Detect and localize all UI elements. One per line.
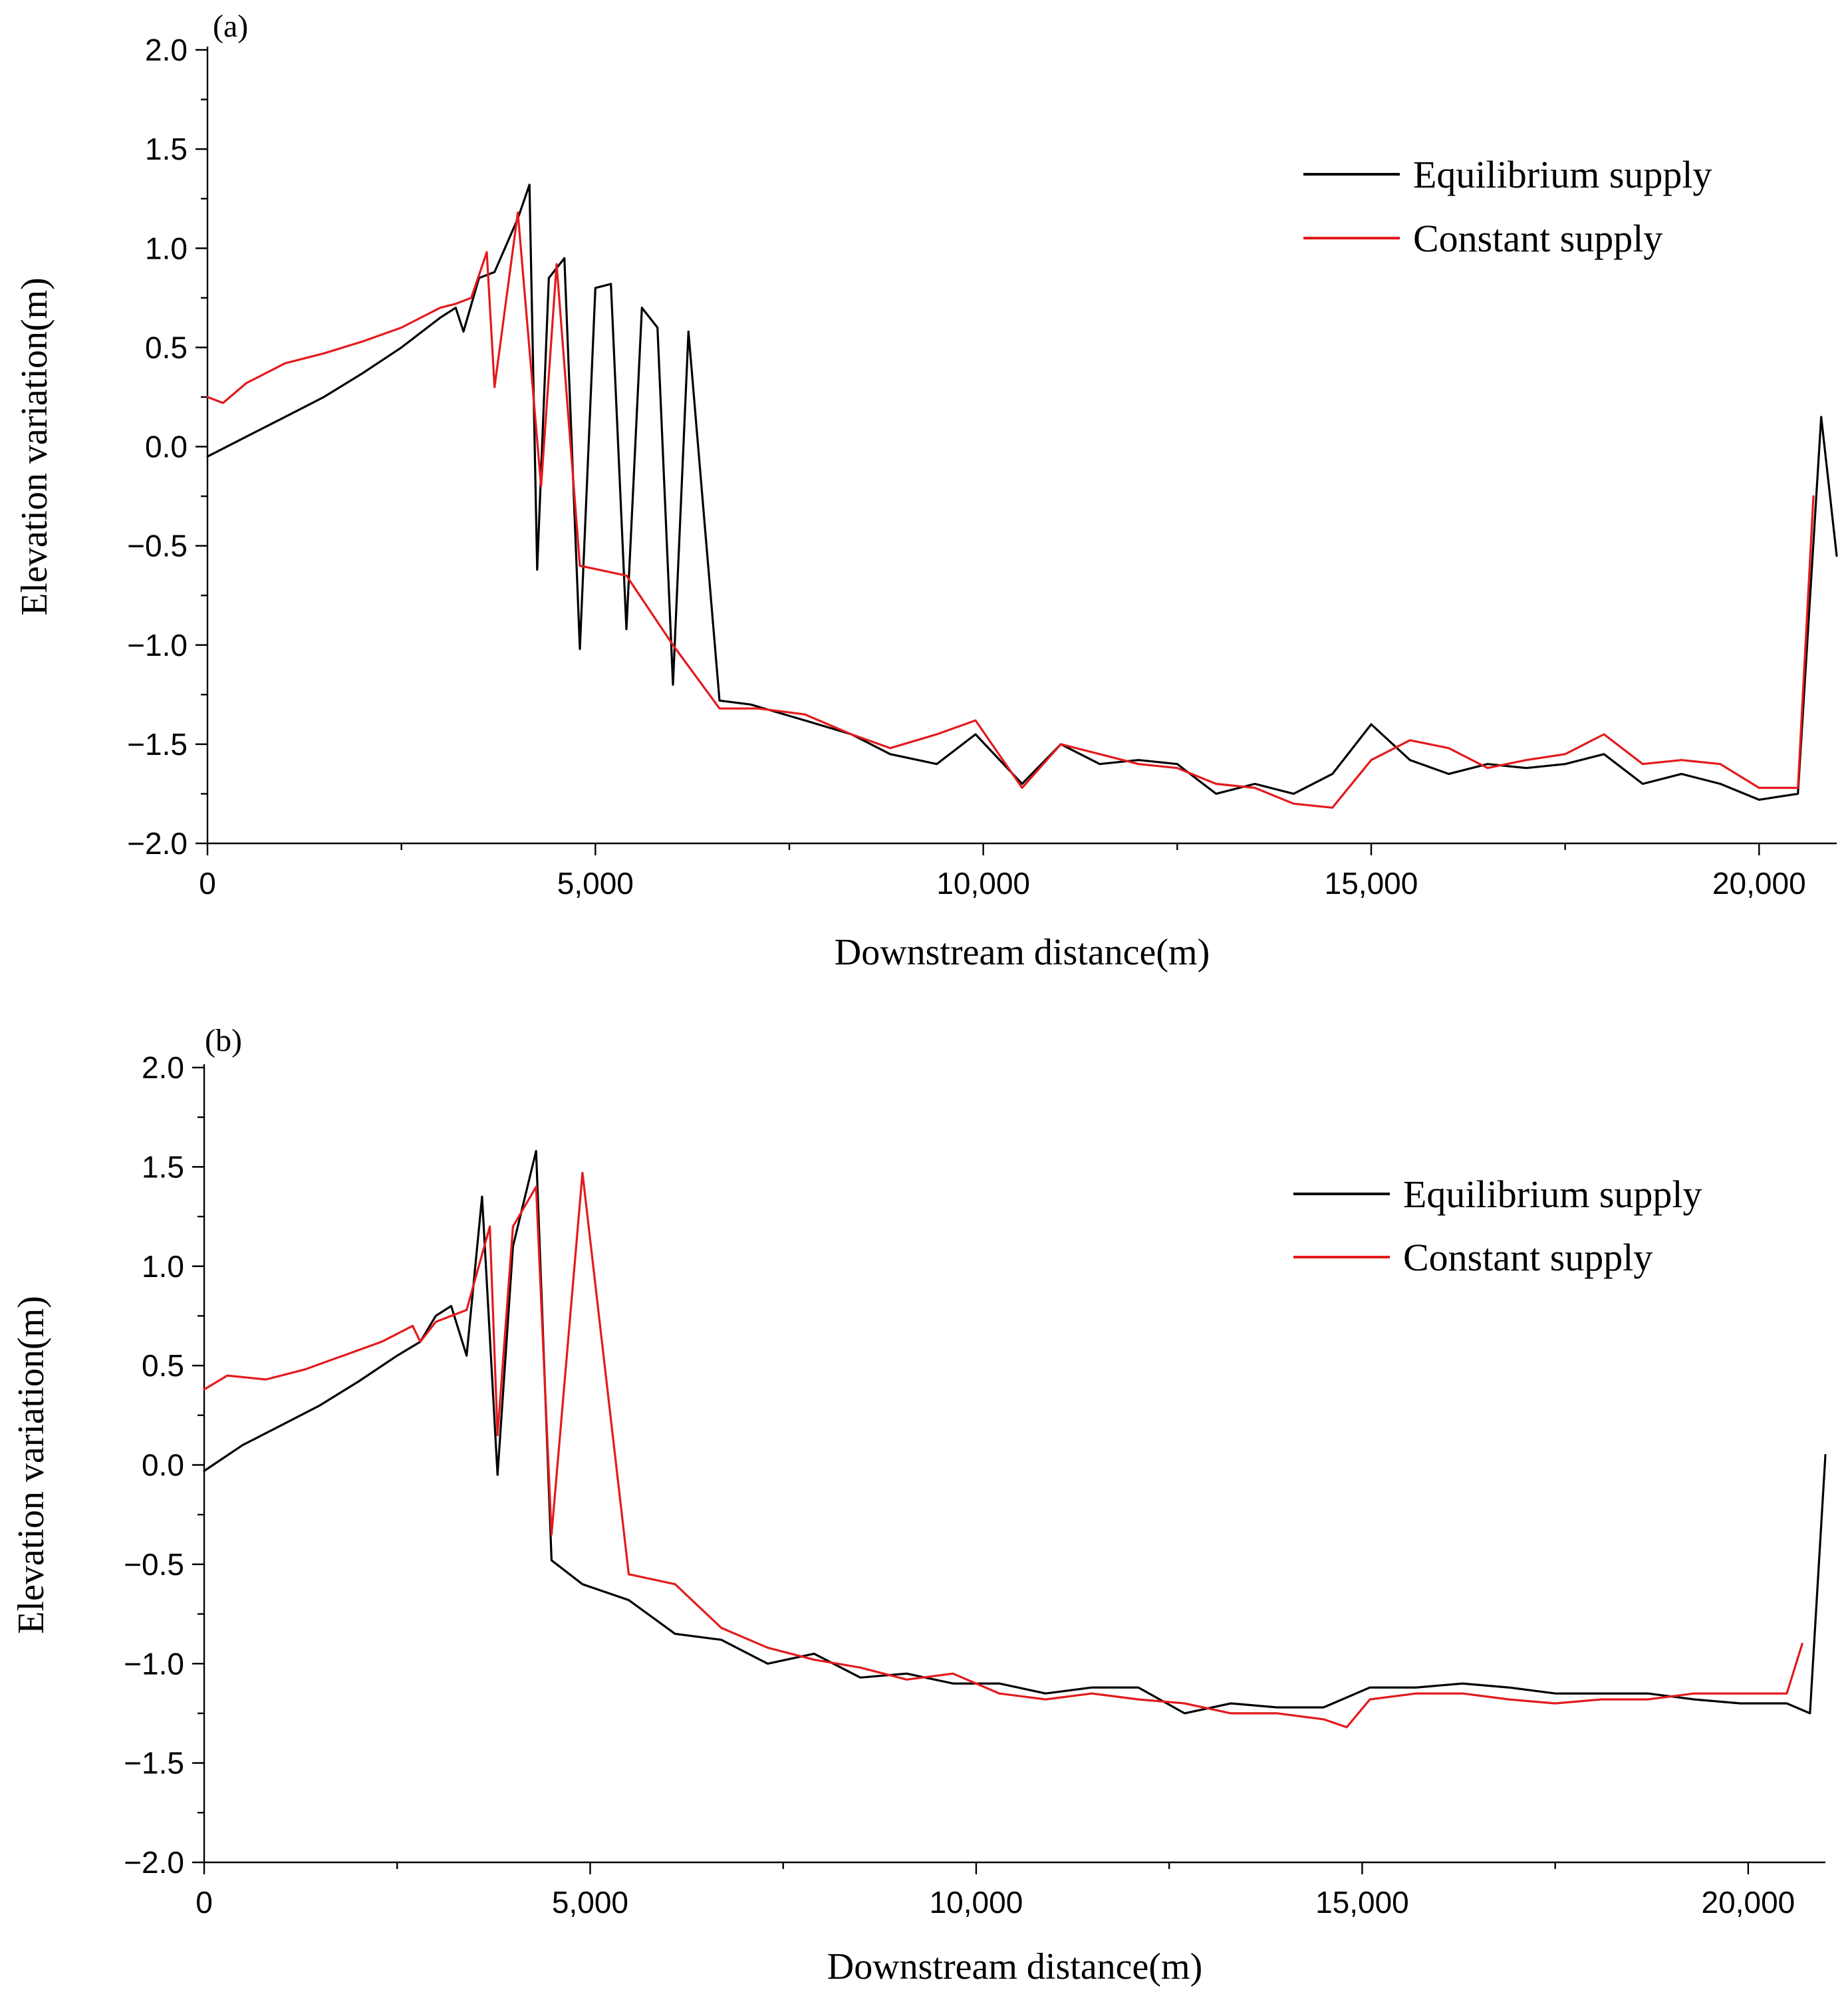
panel-label: (b)	[205, 1023, 242, 1058]
legend-label: Constant supply	[1403, 1236, 1652, 1279]
y-tick-label: 0.5	[142, 1348, 184, 1383]
x-axis-title: Downstream distance(m)	[835, 932, 1210, 973]
legend-label: Equilibrium supply	[1403, 1173, 1702, 1216]
x-tick-label: 10,000	[936, 866, 1030, 901]
y-tick-label: −1.0	[124, 1646, 184, 1681]
y-tick-label: 1.5	[142, 1149, 184, 1184]
y-tick-label: −1.0	[127, 628, 188, 662]
x-tick-label: 10,000	[930, 1885, 1023, 1920]
y-tick-label: −1.5	[124, 1746, 184, 1781]
y-tick-label: 2.0	[145, 33, 188, 67]
y-tick-label: −2.0	[124, 1845, 184, 1880]
legend: Equilibrium supply Constant supply	[1303, 153, 1712, 260]
panel-a: −2.0 −1.5 −1.0 −0.5 0.0 0.5 1.0 1.5 2.0 0 5,000 10,…	[14, 9, 1838, 973]
legend-label: Equilibrium supply	[1413, 153, 1712, 196]
legend: Equilibrium supply Constant supply	[1293, 1173, 1702, 1279]
x-tick-label: 15,000	[1325, 866, 1418, 901]
y-tick-label: −2.0	[127, 826, 188, 861]
x-tick-label: 5,000	[552, 1885, 628, 1920]
series-line-equilibrium-supply	[203, 1149, 1827, 1715]
x-tick-label: 20,000	[1702, 1885, 1795, 1920]
panel-b: −2.0 −1.5 −1.0 −0.5 0.0 0.5 1.0 1.5 2.0 0 5,000 10,…	[11, 1023, 1827, 1987]
x-tick-label: 5,000	[557, 866, 634, 901]
y-axis-title: Elevation variation(m)	[14, 277, 55, 615]
y-tick-label: 2.0	[142, 1050, 184, 1085]
y-tick-label: 1.0	[145, 231, 188, 265]
y-axis-title: Elevation variation(m)	[11, 1296, 52, 1634]
panel-label: (a)	[213, 9, 248, 44]
y-tick-label: 1.5	[145, 132, 188, 166]
x-tick-label: 15,000	[1315, 1885, 1409, 1920]
y-tick-label: −0.5	[124, 1547, 184, 1582]
series-line-constant-supply	[203, 1171, 1803, 1729]
y-tick-label: 0.0	[142, 1448, 184, 1483]
series-line-equilibrium-supply	[206, 184, 1838, 801]
y-tick-label: 0.5	[145, 330, 188, 364]
legend-label: Constant supply	[1413, 217, 1662, 260]
x-tick-label: 0	[199, 866, 216, 901]
x-tick-label: 20,000	[1712, 866, 1806, 901]
x-tick-label: 0	[196, 1885, 213, 1920]
series-line-constant-supply	[206, 212, 1815, 809]
y-tick-label: 0.0	[145, 430, 188, 464]
x-axis-title: Downstream distance(m)	[827, 1946, 1202, 1987]
y-tick-label: −0.5	[127, 529, 188, 563]
y-tick-label: 1.0	[142, 1249, 184, 1284]
y-tick-label: −1.5	[127, 727, 188, 762]
